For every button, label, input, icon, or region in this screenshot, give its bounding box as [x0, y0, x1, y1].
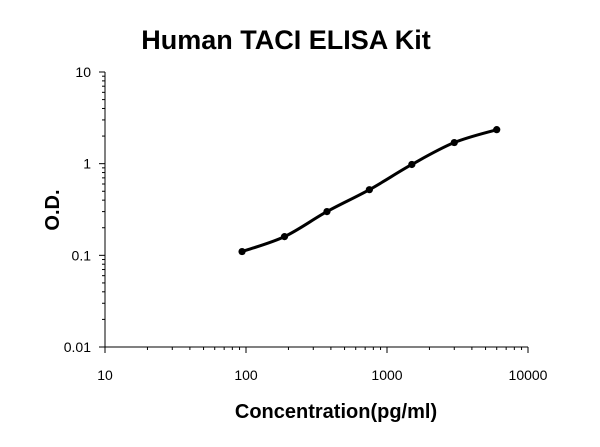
y-tick-labels: 0.01 0.1 1 10 [64, 64, 91, 355]
data-point [323, 207, 331, 216]
data-point [280, 233, 289, 241]
x-tick-label: 1000 [371, 367, 402, 383]
x-ticks [104, 347, 529, 353]
y-tick-label: 1 [83, 156, 91, 172]
x-axis-label: Concentration(pg/ml) [235, 401, 437, 423]
y-tick-label: 10 [75, 64, 91, 80]
y-tick-label: 0.1 [72, 247, 92, 263]
data-point [408, 160, 416, 169]
data-point [365, 186, 373, 194]
y-ticks [99, 71, 105, 348]
chart-title: Human TACI ELISA Kit [141, 25, 431, 55]
data-point [450, 138, 458, 147]
axes [104, 72, 528, 348]
x-tick-label: 100 [234, 367, 258, 383]
x-tick-label: 10000 [509, 367, 548, 383]
y-tick-label: 0.01 [64, 339, 91, 355]
data-point [493, 126, 501, 134]
x-tick-label: 10 [97, 367, 113, 383]
data-points [238, 126, 501, 256]
data-point [238, 247, 246, 256]
x-tick-labels: 10 100 1000 10000 [97, 367, 547, 383]
y-axis-label: O.D. [42, 189, 64, 230]
